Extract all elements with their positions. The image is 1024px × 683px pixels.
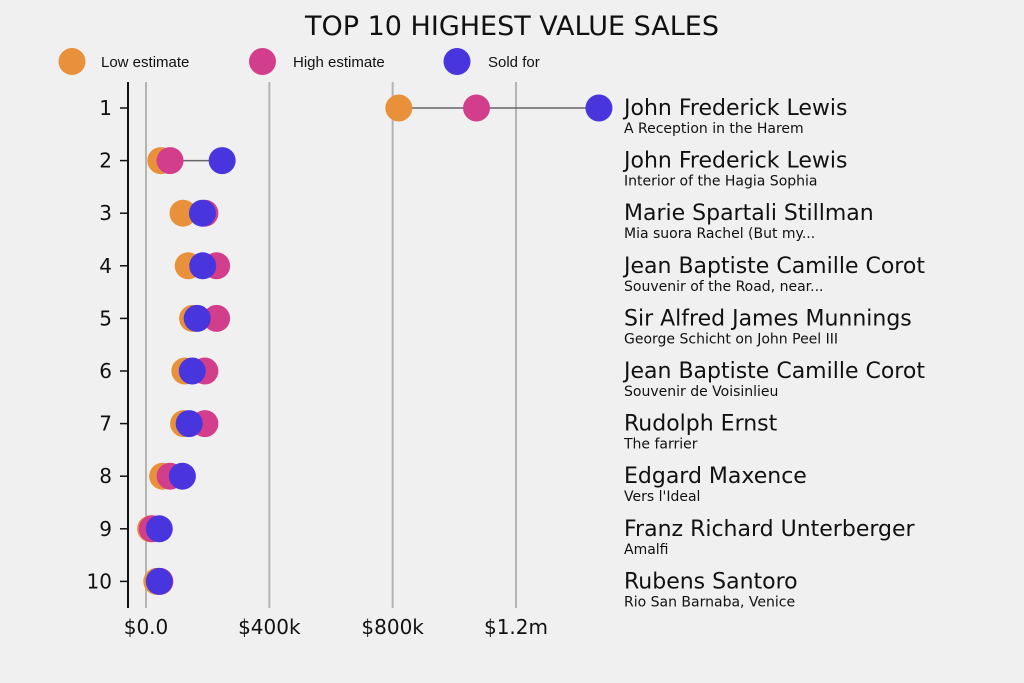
artist-name: Franz Richard Unterberger — [624, 517, 916, 542]
row-4 — [174, 252, 231, 280]
dot-sold-for-5 — [183, 304, 211, 332]
dot-sold-for-2 — [208, 147, 236, 175]
dot-low-estimate-1 — [385, 94, 413, 122]
artist-name: Sir Alfred James Munnings — [624, 306, 912, 331]
data-rows — [137, 94, 613, 595]
artwork-title: Souvenir de Voisinlieu — [624, 384, 778, 400]
artist-name: John Frederick Lewis — [622, 149, 847, 174]
legend: Low estimate High estimate Sold for — [58, 48, 540, 75]
dot-sold-for-9 — [145, 515, 173, 543]
dot-high-estimate-5 — [203, 304, 231, 332]
y-tick-label-9: 9 — [99, 517, 112, 541]
dot-sold-for-4 — [189, 252, 217, 280]
artist-name: Rubens Santoro — [624, 569, 798, 594]
y-axis-ticks: 1 2 3 4 5 6 7 8 9 10 — [87, 96, 128, 593]
artist-name: Rudolph Ernst — [624, 412, 778, 437]
row-5 — [179, 304, 231, 332]
artwork-title: Vers l'Ideal — [624, 489, 700, 505]
chart-title: TOP 10 HIGHEST VALUE SALES — [304, 11, 719, 42]
dot-high-estimate-1 — [463, 94, 491, 122]
row-1 — [385, 94, 613, 122]
legend-item-low-estimate: Low estimate — [58, 48, 189, 75]
dot-sold-for-8 — [168, 462, 196, 490]
dot-sold-for-6 — [178, 357, 206, 385]
artwork-title: George Schicht on John Peel III — [624, 331, 838, 347]
artwork-title: The farrier — [623, 437, 698, 453]
legend-marker-low-estimate — [58, 48, 86, 75]
legend-label-high-estimate: High estimate — [293, 54, 385, 71]
row-6 — [171, 357, 219, 385]
artist-name: Marie Spartali Stillman — [624, 201, 874, 226]
dot-sold-for-1 — [585, 94, 613, 122]
dot-low-estimate-3 — [169, 199, 197, 227]
legend-marker-high-estimate — [249, 48, 276, 75]
artwork-title: Mia suora Rachel (But my... — [624, 226, 815, 242]
row-7 — [170, 410, 219, 438]
row-3 — [169, 199, 219, 227]
artwork-title: Amalfi — [624, 542, 669, 558]
y-tick-label-6: 6 — [99, 359, 112, 383]
dot-sold-for-3 — [188, 199, 216, 227]
artwork-title: Rio San Barnaba, Venice — [624, 594, 795, 610]
artwork-title: A Reception in the Harem — [624, 121, 804, 137]
y-tick-label-8: 8 — [99, 464, 112, 488]
y-tick-label-5: 5 — [99, 306, 112, 330]
row-10 — [143, 567, 174, 595]
y-tick-label-2: 2 — [99, 149, 112, 173]
x-tick-label-1: $400k — [238, 615, 301, 639]
x-tick-label-2: $800k — [361, 615, 424, 639]
row-2 — [147, 147, 236, 175]
artist-name: Jean Baptiste Camille Corot — [622, 359, 925, 384]
legend-label-sold-for: Sold for — [488, 54, 540, 71]
dot-high-estimate-2 — [156, 147, 184, 175]
artist-name: Jean Baptiste Camille Corot — [622, 254, 925, 279]
dot-sold-for-7 — [175, 410, 203, 438]
y-tick-label-7: 7 — [99, 412, 112, 436]
dot-sold-for-10 — [145, 567, 173, 595]
y-tick-label-3: 3 — [99, 201, 112, 225]
x-tick-label-3: $1.2m — [484, 615, 548, 639]
legend-marker-sold-for — [443, 48, 471, 75]
artist-name: Edgard Maxence — [624, 464, 807, 489]
artist-name: John Frederick Lewis — [622, 96, 847, 121]
y-tick-label-10: 10 — [87, 569, 112, 593]
artwork-title: Interior of the Hagia Sophia — [624, 174, 817, 190]
row-8 — [149, 462, 196, 490]
x-axis-tick-labels: $0.0 $400k $800k $1.2m — [124, 615, 548, 639]
legend-label-low-estimate: Low estimate — [101, 54, 189, 71]
y-tick-label-1: 1 — [99, 96, 112, 120]
row-9 — [137, 515, 173, 543]
artwork-title: Souvenir of the Road, near... — [624, 279, 823, 295]
legend-item-high-estimate: High estimate — [249, 48, 385, 75]
legend-item-sold-for: Sold for — [443, 48, 540, 75]
y-tick-label-4: 4 — [99, 254, 112, 278]
x-tick-label-0: $0.0 — [124, 615, 169, 639]
